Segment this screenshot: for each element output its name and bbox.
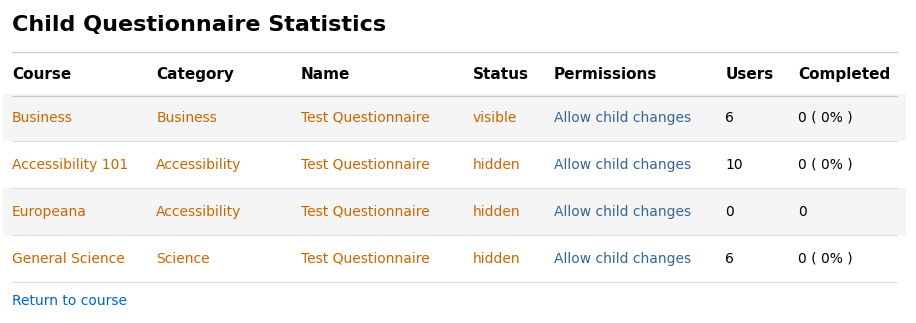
Text: Allow child changes: Allow child changes xyxy=(554,205,691,219)
Text: Accessibility: Accessibility xyxy=(157,158,242,172)
Text: General Science: General Science xyxy=(12,252,125,266)
Text: hidden: hidden xyxy=(473,252,520,266)
Text: 0 ( 0% ): 0 ( 0% ) xyxy=(798,158,853,172)
Text: Allow child changes: Allow child changes xyxy=(554,111,691,125)
Text: Users: Users xyxy=(725,67,774,82)
Text: Test Questionnaire: Test Questionnaire xyxy=(300,111,430,125)
Text: Europeana: Europeana xyxy=(12,205,87,219)
Text: hidden: hidden xyxy=(473,205,520,219)
Text: Science: Science xyxy=(157,252,210,266)
Bar xyxy=(3,141,906,188)
Text: 10: 10 xyxy=(725,158,743,172)
Bar xyxy=(3,235,906,282)
Text: 6: 6 xyxy=(725,111,735,125)
Text: 0: 0 xyxy=(798,205,806,219)
Text: Course: Course xyxy=(12,67,71,82)
Text: 6: 6 xyxy=(725,252,735,266)
Bar xyxy=(3,188,906,235)
Text: Status: Status xyxy=(473,67,529,82)
Text: Permissions: Permissions xyxy=(554,67,657,82)
Text: Name: Name xyxy=(300,67,350,82)
Text: Allow child changes: Allow child changes xyxy=(554,158,691,172)
Text: Return to course: Return to course xyxy=(12,294,126,307)
Text: Business: Business xyxy=(157,111,217,125)
Text: Child Questionnaire Statistics: Child Questionnaire Statistics xyxy=(12,16,386,36)
Text: 0 ( 0% ): 0 ( 0% ) xyxy=(798,111,853,125)
Text: Allow child changes: Allow child changes xyxy=(554,252,691,266)
Text: Accessibility 101: Accessibility 101 xyxy=(12,158,128,172)
Text: Business: Business xyxy=(12,111,72,125)
Bar xyxy=(3,94,906,141)
Text: 0 ( 0% ): 0 ( 0% ) xyxy=(798,252,853,266)
Text: Test Questionnaire: Test Questionnaire xyxy=(300,205,430,219)
Text: 0: 0 xyxy=(725,205,735,219)
Text: visible: visible xyxy=(473,111,517,125)
Text: Test Questionnaire: Test Questionnaire xyxy=(300,158,430,172)
Text: Test Questionnaire: Test Questionnaire xyxy=(300,252,430,266)
Text: Accessibility: Accessibility xyxy=(157,205,242,219)
Text: Completed: Completed xyxy=(798,67,890,82)
Text: hidden: hidden xyxy=(473,158,520,172)
Text: Category: Category xyxy=(157,67,234,82)
